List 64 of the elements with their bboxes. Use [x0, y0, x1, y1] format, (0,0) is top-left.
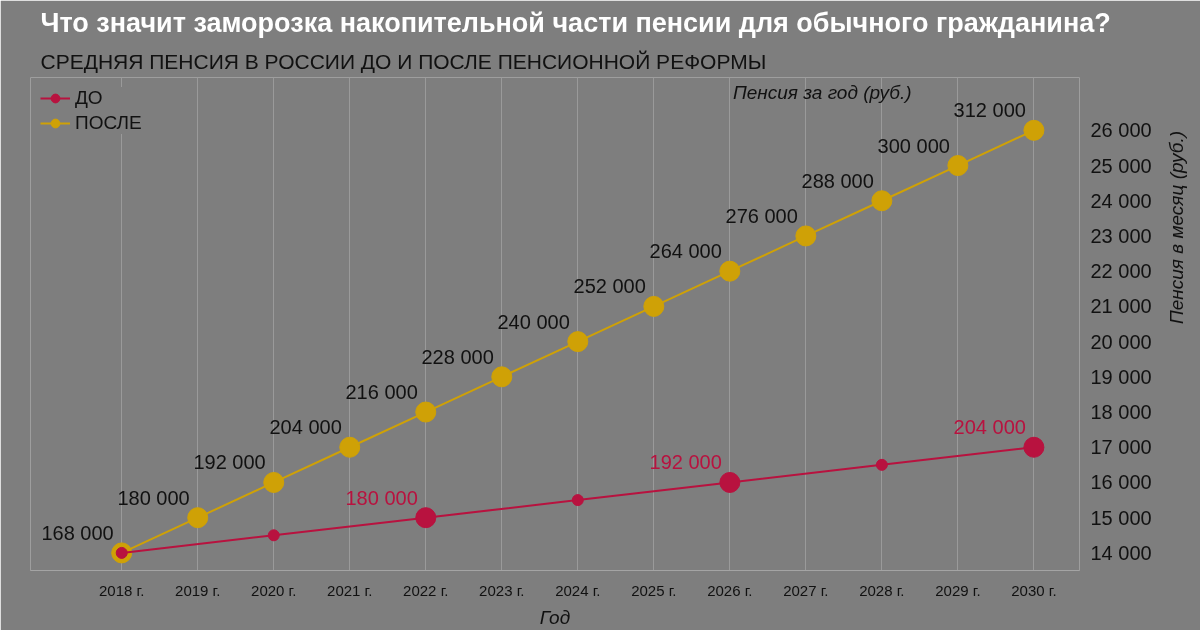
legend-label: ДО — [75, 87, 103, 109]
x-tick-label: 2021 г. — [327, 581, 373, 599]
chart-title: Что значит заморозка накопительной части пенсии для обычного гражданина? — [40, 7, 1111, 38]
y2-tick-label: 15 000 — [1090, 506, 1152, 529]
data-label: 288 000 — [801, 169, 874, 192]
data-label: 228 000 — [421, 345, 494, 368]
y2-tick-label: 24 000 — [1090, 189, 1152, 212]
data-label: 204 000 — [953, 416, 1026, 439]
point — [947, 155, 969, 177]
y2-tick-label: 18 000 — [1090, 401, 1152, 424]
data-label: 300 000 — [877, 134, 950, 157]
point — [795, 225, 817, 247]
data-label: 276 000 — [725, 204, 798, 227]
point — [875, 458, 888, 471]
x-tick-label: 2026 г. — [707, 581, 753, 599]
x-tick-label: 2020 г. — [251, 581, 297, 599]
point — [571, 494, 584, 507]
data-label: 192 000 — [649, 451, 722, 474]
x-tick-label: 2027 г. — [783, 581, 829, 599]
data-label: 180 000 — [345, 486, 418, 509]
x-tick-label: 2019 г. — [175, 581, 221, 599]
data-label: 252 000 — [573, 275, 646, 298]
chart-subtitle: СРЕДНЯЯ ПЕНСИЯ В РОССИИ ДО И ПОСЛЕ ПЕНСИОННОЙ РЕФОРМЫ — [40, 49, 767, 73]
point — [263, 471, 285, 493]
point — [1023, 119, 1045, 141]
y2-tick-label: 14 000 — [1090, 541, 1152, 564]
y2-tick-label: 22 000 — [1090, 260, 1152, 283]
data-label: 312 000 — [953, 99, 1026, 122]
point — [643, 295, 665, 317]
x-tick-label: 2030 г. — [1011, 581, 1057, 599]
y-axis-title: Пенсия за год (руб.) — [732, 81, 912, 103]
x-tick-label: 2029 г. — [935, 581, 981, 599]
y2-tick-label: 17 000 — [1090, 436, 1152, 459]
x-tick-label: 2028 г. — [859, 581, 905, 599]
y2-tick-label: 23 000 — [1090, 224, 1152, 247]
y2-axis-title: Пенсия в месяц (руб.) — [1166, 130, 1188, 324]
data-label: 168 000 — [41, 521, 114, 544]
point — [567, 331, 589, 353]
x-tick-label: 2024 г. — [555, 581, 601, 599]
data-label: 216 000 — [345, 381, 418, 404]
data-label: 192 000 — [193, 451, 266, 474]
x-tick-label: 2018 г. — [99, 581, 145, 599]
x-tick-label: 2023 г. — [479, 581, 525, 599]
y2-tick-label: 26 000 — [1090, 119, 1152, 142]
y2-tick-label: 19 000 — [1090, 365, 1152, 388]
y2-tick-label: 16 000 — [1090, 471, 1152, 494]
x-tick-label: 2025 г. — [631, 581, 677, 599]
point — [491, 366, 513, 388]
data-label: 204 000 — [269, 416, 342, 439]
y2-tick-label: 25 000 — [1090, 154, 1152, 177]
x-axis-title: Год — [539, 606, 571, 628]
point — [415, 401, 437, 423]
data-label: 264 000 — [649, 240, 722, 263]
point — [719, 260, 741, 282]
legend-label: ПОСЛЕ — [75, 112, 142, 134]
y2-tick-label: 21 000 — [1090, 295, 1152, 318]
point — [187, 507, 209, 529]
point — [267, 529, 280, 542]
data-label: 240 000 — [497, 310, 570, 333]
point — [339, 436, 361, 458]
data-label: 180 000 — [117, 486, 190, 509]
x-tick-label: 2022 г. — [403, 581, 449, 599]
point — [871, 190, 893, 212]
y2-tick-label: 20 000 — [1090, 330, 1152, 353]
